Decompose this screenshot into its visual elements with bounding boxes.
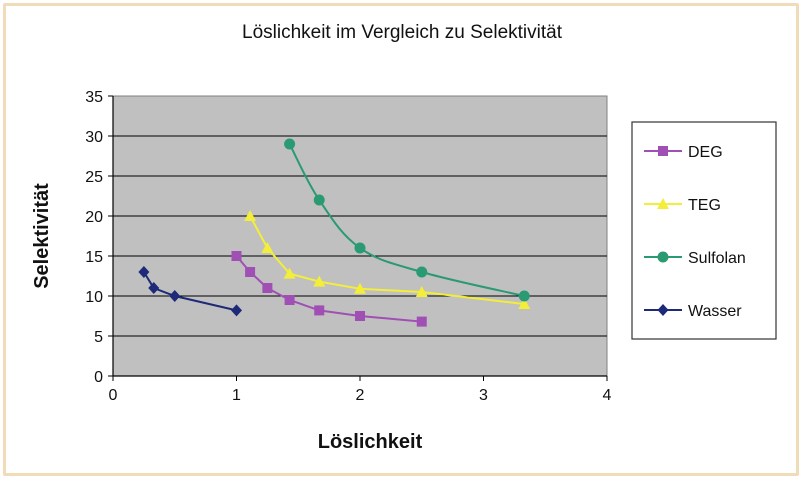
x-tick-labels: 0 1 2 3 4 [109, 376, 612, 404]
y-tick-labels: 0 5 10 15 20 25 30 35 [85, 89, 113, 386]
x-tick-label: 3 [479, 387, 488, 404]
data-point-teg [313, 275, 326, 287]
series-line-wasser [143, 271, 237, 312]
legend-marker-sulfolan [657, 251, 669, 263]
data-point-teg [283, 267, 296, 279]
y-tick-label: 35 [85, 89, 103, 106]
y-tick-label: 0 [94, 369, 103, 386]
data-point-teg [415, 286, 428, 297]
y-tick-label: 15 [85, 249, 103, 266]
series-deg [231, 251, 427, 327]
series-wasser [138, 266, 242, 317]
x-tick-label: 2 [356, 387, 365, 404]
legend-item-sulfolan: Sulfolan [644, 250, 746, 267]
legend-box [631, 121, 777, 340]
legend-marker-deg [658, 146, 668, 156]
y-tick-label: 5 [94, 329, 103, 346]
data-point-wasser [148, 282, 160, 294]
data-point-deg [355, 311, 365, 321]
legend-marker-wasser [657, 304, 669, 316]
data-point-deg [231, 251, 242, 261]
legend: DEG TEG Sulfolan Wasser [631, 121, 777, 340]
data-point-teg [354, 282, 366, 294]
data-point-teg [518, 298, 531, 309]
legend-label-wasser: Wasser [688, 303, 742, 320]
legend-label-teg: TEG [688, 197, 721, 214]
chart-title: Löslichkeit im Vergleich zu Selektivität [242, 22, 563, 43]
y-tick-label: 30 [85, 129, 103, 146]
x-tick-label: 0 [109, 387, 118, 404]
x-axis-label: Löslichkeit [318, 431, 423, 453]
data-point-wasser [169, 290, 181, 302]
data-point-teg [244, 210, 257, 221]
data-point-deg [284, 295, 295, 305]
data-point-sulfolan [518, 290, 530, 302]
data-point-sulfolan [354, 242, 366, 254]
data-point-deg [245, 267, 256, 277]
series-teg [244, 210, 531, 309]
y-axis-label: Selektivität [31, 183, 53, 289]
plot-area [112, 95, 608, 377]
data-point-sulfolan [284, 138, 296, 150]
data-point-sulfolan [313, 194, 325, 206]
legend-marker-teg [657, 198, 669, 209]
data-point-wasser [138, 266, 150, 278]
y-tick-label: 20 [85, 209, 103, 226]
legend-item-deg: DEG [644, 144, 723, 161]
data-point-deg [262, 283, 273, 293]
legend-label-sulfolan: Sulfolan [688, 250, 746, 267]
data-point-wasser [231, 304, 242, 317]
y-tick-label: 25 [85, 169, 103, 186]
legend-item-wasser: Wasser [644, 303, 742, 320]
data-point-sulfolan [416, 266, 428, 278]
legend-label-deg: DEG [688, 144, 723, 161]
series-sulfolan [284, 138, 530, 302]
series-layer [138, 138, 531, 327]
data-point-deg [314, 305, 325, 316]
data-point-teg [261, 242, 274, 253]
legend-item-teg: TEG [644, 197, 721, 214]
x-tick-label: 4 [603, 387, 612, 404]
x-tick-label: 1 [232, 387, 241, 404]
data-point-deg [416, 316, 427, 327]
y-tick-label: 10 [85, 289, 103, 306]
